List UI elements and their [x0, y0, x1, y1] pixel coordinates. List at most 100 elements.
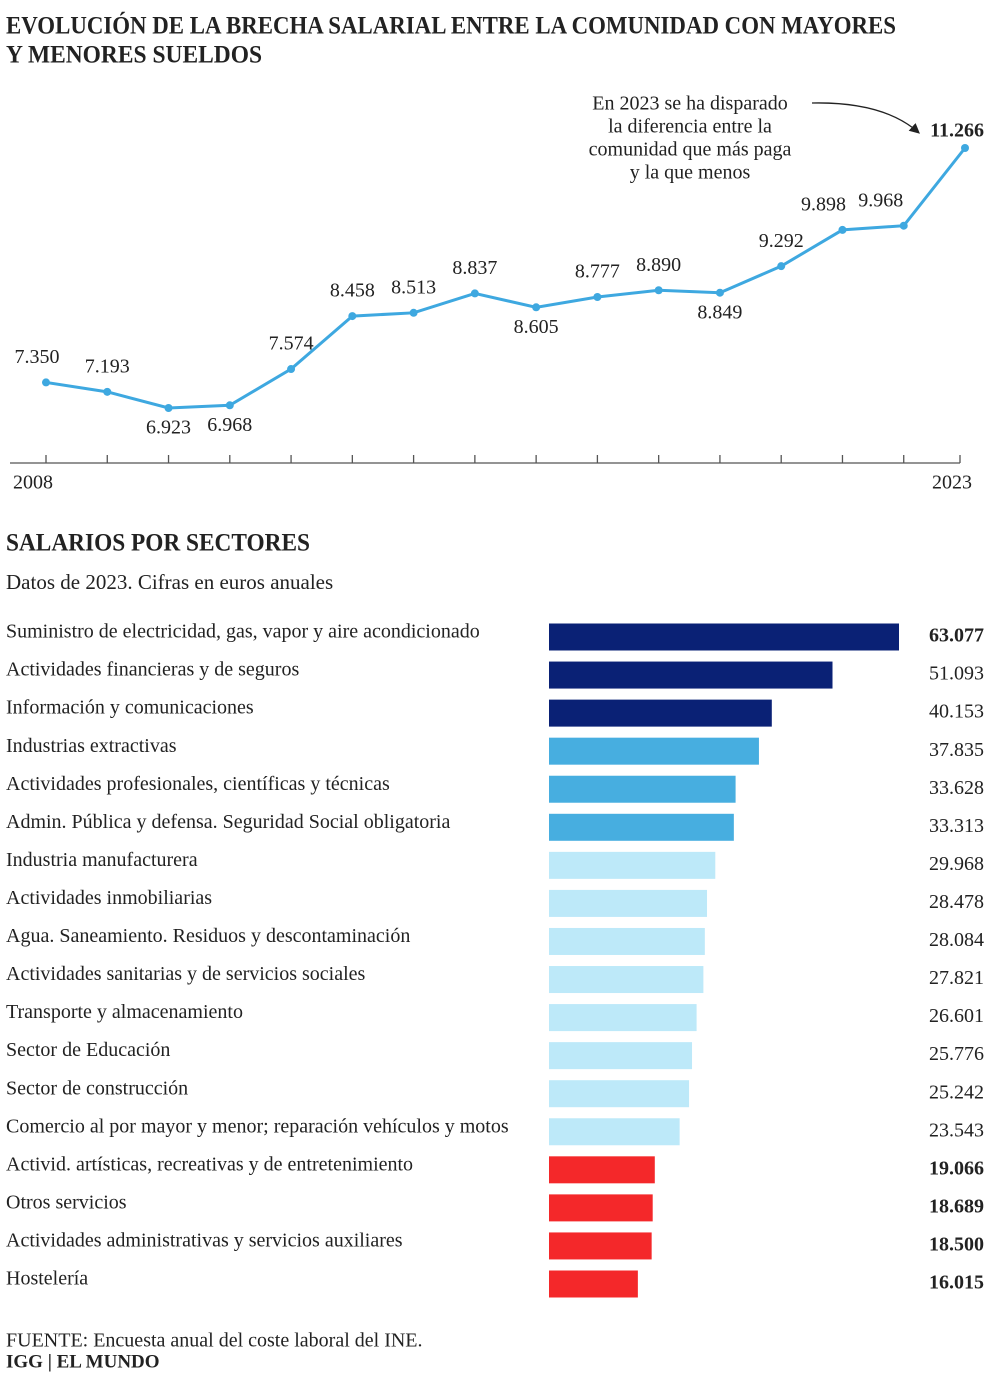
value-label: 6.968	[207, 414, 252, 436]
chart-title: Y MENORES SUELDOS	[6, 42, 262, 69]
value-label: 27.821	[929, 967, 984, 989]
bar	[549, 927, 705, 955]
annotation: y la que menos	[630, 162, 751, 184]
value-label: 26.601	[929, 1005, 984, 1027]
bar	[549, 775, 736, 803]
bar	[549, 813, 734, 841]
value-label: 9.292	[759, 230, 804, 252]
point	[103, 387, 112, 396]
point	[838, 225, 847, 234]
point	[593, 293, 602, 302]
value-label: 25.242	[929, 1081, 984, 1103]
value-label: 23.543	[929, 1119, 984, 1141]
value-label: 29.968	[929, 853, 984, 875]
value-label: 63.077	[929, 625, 984, 647]
category-label: Actividades inmobiliarias	[6, 887, 212, 909]
value-label: 8.890	[636, 254, 681, 276]
bar	[549, 1004, 697, 1032]
bar	[549, 889, 708, 917]
subtitle: Datos de 2023. Cifras en euros anuales	[6, 570, 333, 594]
bar	[549, 699, 772, 727]
bar	[549, 1270, 638, 1298]
line	[45, 147, 967, 410]
point	[532, 303, 541, 312]
value-label: 40.153	[929, 701, 984, 723]
value-label: 7.193	[85, 355, 130, 377]
value-label: 9.968	[858, 189, 903, 211]
point	[164, 404, 173, 412]
category-label: Actividades administrativas y servicios …	[6, 1230, 403, 1252]
point	[287, 365, 296, 374]
value-label: 6.923	[146, 417, 191, 439]
bar	[549, 1080, 690, 1108]
category-label: Actividades financieras y de seguros	[6, 659, 299, 681]
bar	[549, 661, 833, 689]
category-label: Información y comunicaciones	[6, 697, 254, 719]
bar	[549, 737, 759, 765]
bar	[549, 1156, 655, 1184]
bar	[549, 851, 716, 879]
bar	[549, 1042, 693, 1070]
category-label: Transporte y almacenamiento	[6, 1001, 243, 1023]
point	[654, 286, 663, 295]
value-label: 18.500	[929, 1234, 984, 1256]
point	[348, 312, 357, 321]
category-label: Agua. Saneamiento. Residuos y descontami…	[6, 925, 410, 947]
point	[715, 288, 724, 297]
value-label: 8.458	[330, 280, 375, 302]
value-label: 7.574	[269, 333, 314, 355]
annotation-arrow	[811, 102, 920, 134]
value-label: 28.084	[929, 929, 984, 951]
point	[899, 221, 908, 230]
value-label: 8.513	[391, 276, 436, 298]
value-label: 28.478	[929, 891, 984, 913]
point	[470, 289, 479, 298]
value-label: 19.066	[929, 1157, 984, 1179]
category-label: Actividades profesionales, científicas y…	[6, 773, 390, 795]
category-label: Admin. Pública y defensa. Seguridad Soci…	[6, 811, 450, 833]
value-label: 7.350	[15, 346, 60, 368]
x-tick-label: 2008	[13, 472, 53, 494]
value-label: 8.605	[514, 316, 559, 338]
source: FUENTE: Encuesta anual del coste laboral…	[6, 1330, 423, 1352]
x-tick-label: 2023	[932, 472, 972, 494]
value-label: 8.849	[697, 301, 742, 323]
category-label: Otros servicios	[6, 1191, 127, 1213]
point	[961, 144, 969, 152]
value-label: 37.835	[929, 739, 984, 761]
category-label: Suministro de electricidad, gas, vapor y…	[6, 621, 480, 643]
bar	[549, 1194, 653, 1222]
value-label: 33.628	[929, 777, 984, 799]
value-label: 51.093	[929, 663, 984, 685]
category-label: Actividades sanitarias y de servicios so…	[6, 963, 366, 985]
value-label: 8.837	[452, 257, 497, 279]
point	[777, 262, 786, 271]
category-label: Activid. artísticas, recreativas y de en…	[6, 1153, 413, 1175]
category-label: Hostelería	[6, 1268, 88, 1290]
point	[42, 378, 50, 387]
category-label: Industria manufacturera	[6, 849, 198, 871]
bar	[549, 966, 704, 994]
section-title: SALARIOS POR SECTORES	[6, 530, 310, 557]
bar	[549, 1118, 680, 1146]
category-label: Comercio al por mayor y menor; reparació…	[6, 1115, 509, 1137]
value-label: 11.266	[930, 120, 984, 142]
bar	[549, 1232, 652, 1260]
category-label: Sector de Educación	[6, 1039, 170, 1061]
point	[409, 308, 418, 317]
value-label: 33.313	[929, 815, 984, 837]
annotation: la diferencia entre la	[608, 116, 772, 138]
category-label: Sector de construcción	[6, 1077, 188, 1099]
value-label: 16.015	[929, 1272, 984, 1294]
annotation: En 2023 se ha disparado	[592, 93, 788, 115]
value-label: 9.898	[801, 193, 846, 215]
credit: IGG | EL MUNDO	[6, 1351, 160, 1372]
category-label: Industrias extractivas	[6, 735, 177, 757]
value-label: 8.777	[575, 261, 620, 283]
value-label: 25.776	[929, 1043, 984, 1065]
bar	[549, 623, 899, 651]
annotation: comunidad que más paga	[589, 139, 792, 161]
chart-title: EVOLUCIÓN DE LA BRECHA SALARIAL ENTRE LA…	[6, 12, 896, 40]
value-label: 18.689	[929, 1195, 984, 1217]
